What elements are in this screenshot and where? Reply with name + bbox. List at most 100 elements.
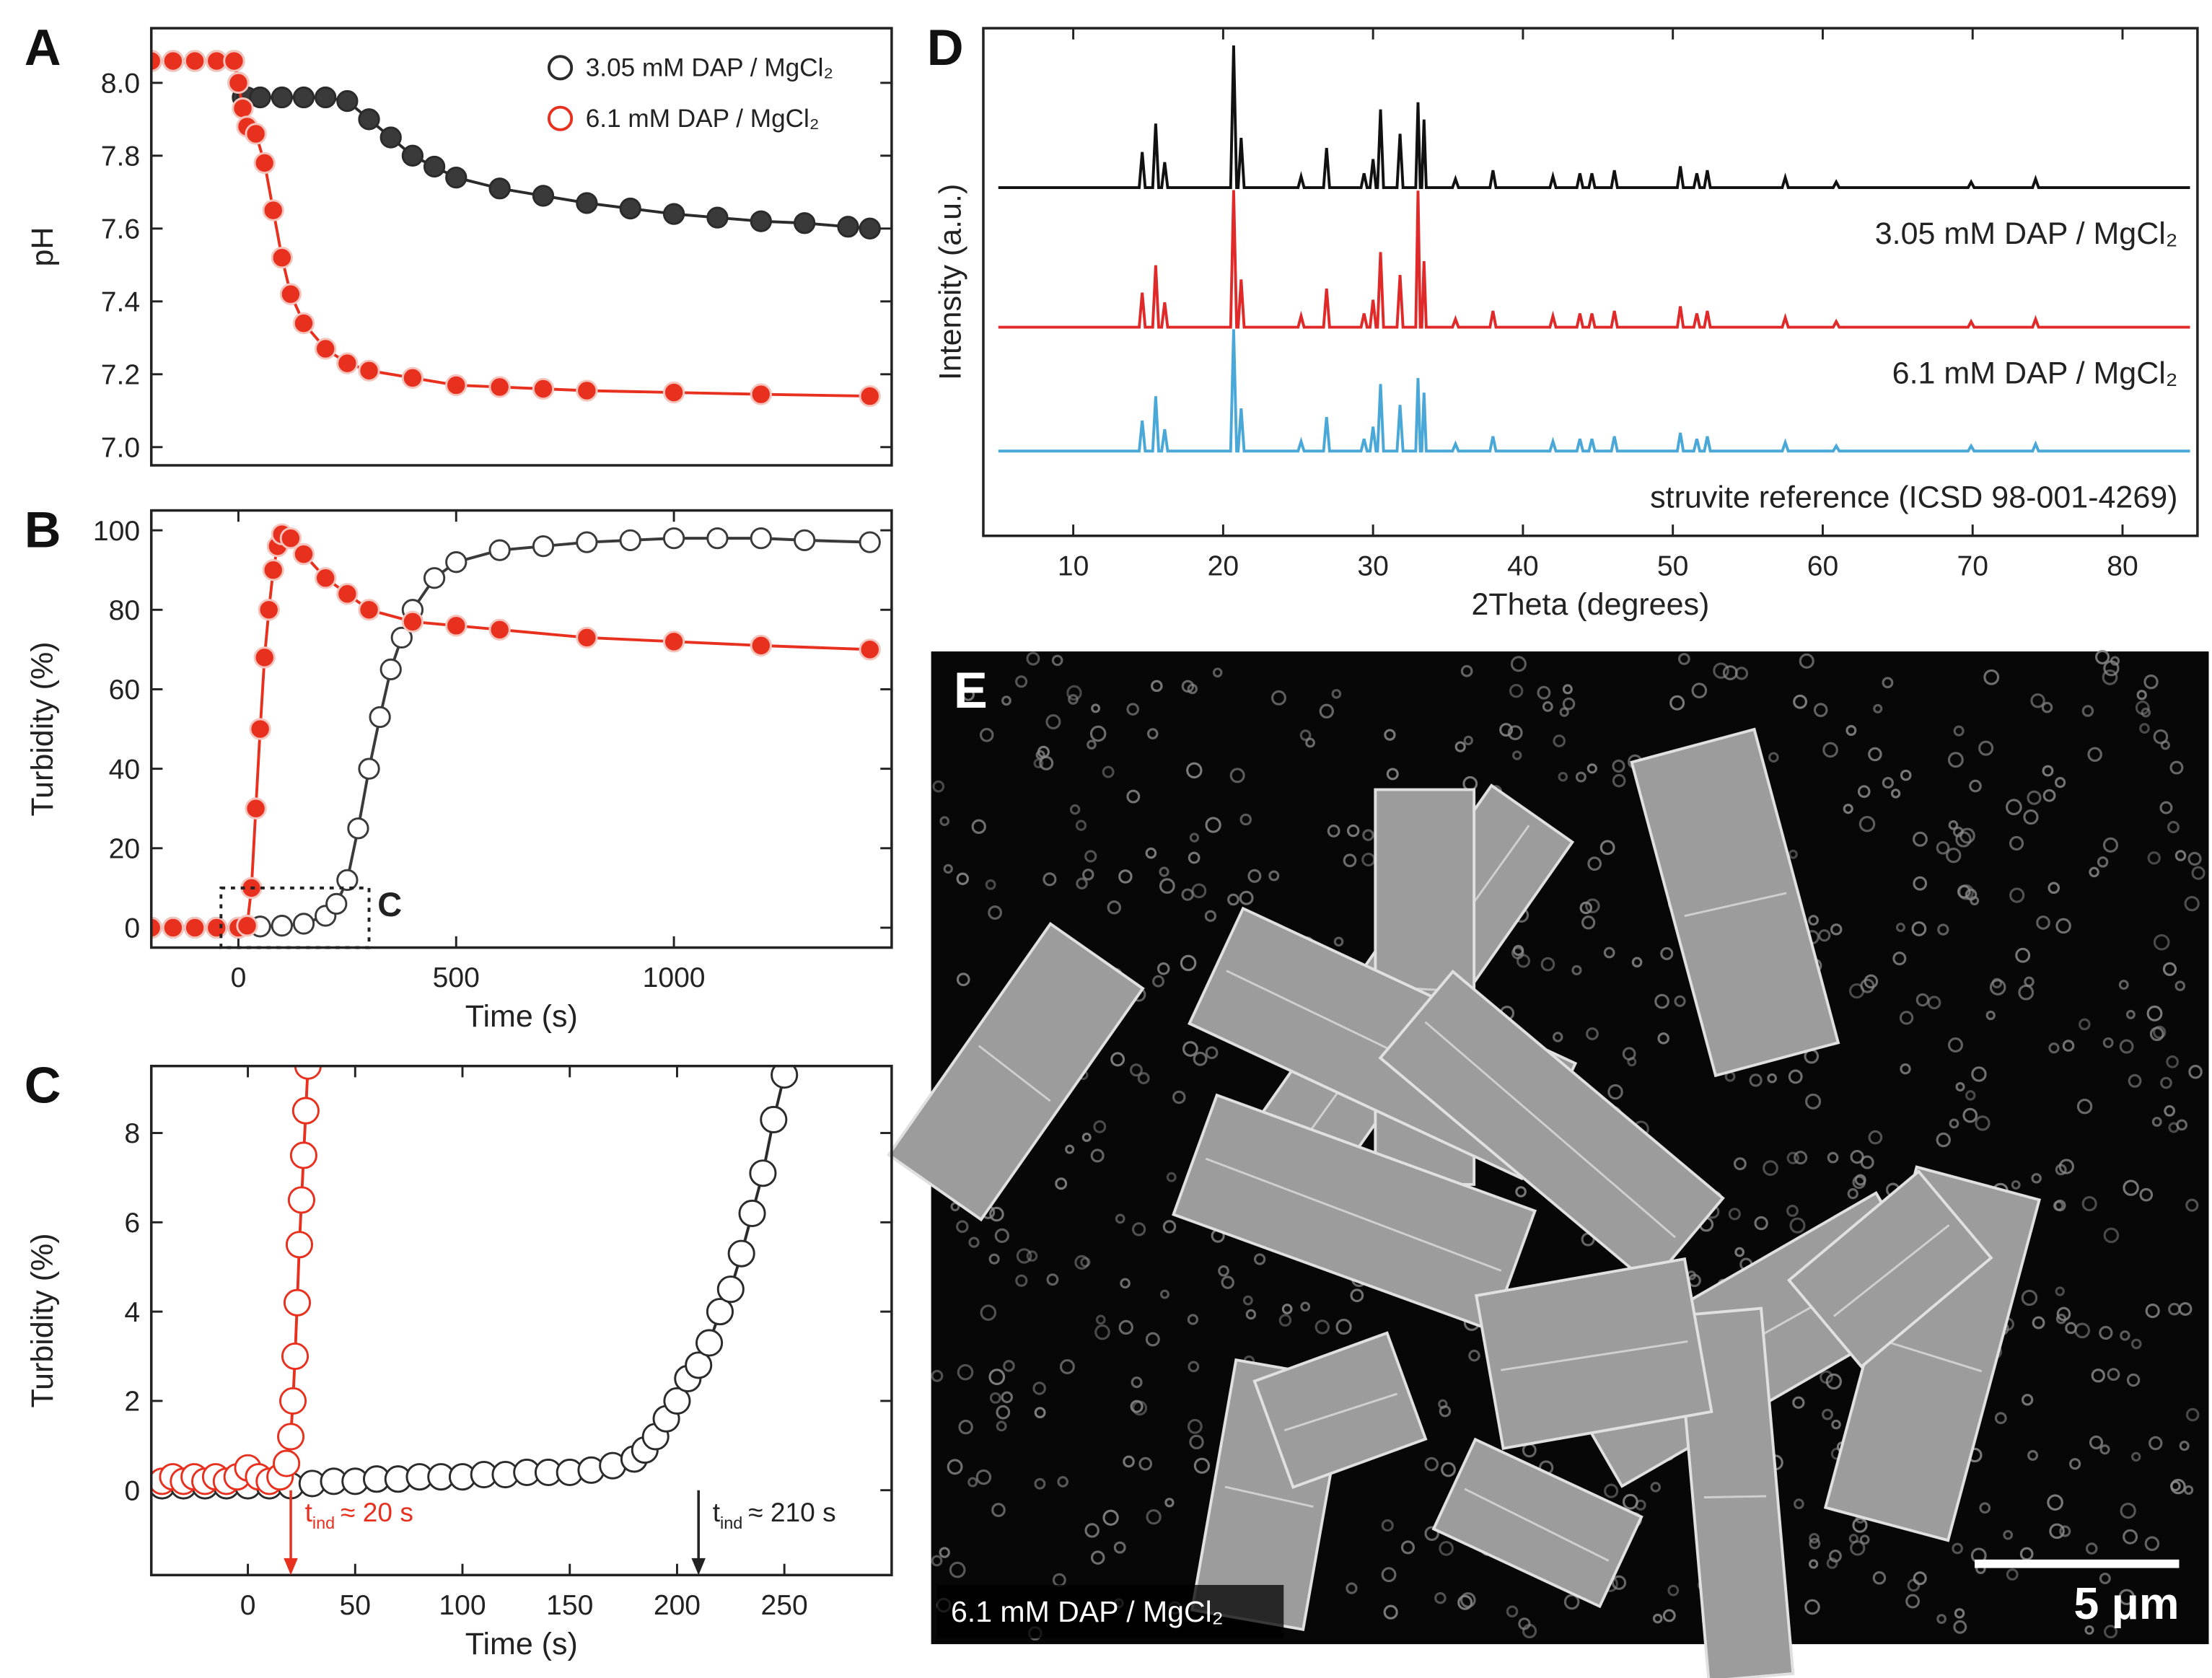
marker bbox=[249, 86, 271, 109]
particle bbox=[1809, 1533, 1820, 1544]
crystal-edge bbox=[1501, 1340, 1688, 1371]
marker bbox=[401, 144, 424, 167]
y-tick-label: 100 bbox=[93, 516, 140, 547]
marker bbox=[750, 210, 772, 232]
marker bbox=[315, 338, 337, 360]
particle bbox=[1586, 763, 1597, 774]
x-tick-label: 150 bbox=[546, 1590, 593, 1621]
marker bbox=[183, 916, 206, 939]
particle bbox=[1677, 653, 1690, 665]
particle bbox=[1900, 1063, 1911, 1075]
particle bbox=[1095, 1314, 1106, 1325]
particle bbox=[950, 1202, 960, 1212]
particle bbox=[1667, 1584, 1680, 1596]
marker bbox=[749, 1159, 777, 1187]
marker bbox=[662, 381, 685, 404]
marker bbox=[183, 50, 206, 72]
particle bbox=[1825, 1373, 1842, 1390]
marker bbox=[423, 567, 446, 589]
marker bbox=[794, 529, 816, 552]
y-axis-title: Turbidity (%) bbox=[25, 641, 60, 816]
induction-label: tind ≈ 20 s bbox=[305, 1497, 413, 1532]
particle bbox=[1087, 739, 1097, 750]
particle bbox=[1599, 840, 1615, 856]
particle bbox=[2048, 882, 2060, 895]
particle bbox=[931, 1555, 943, 1567]
particle bbox=[2099, 1444, 2110, 1455]
particle bbox=[1132, 1400, 1148, 1416]
particle bbox=[2062, 1040, 2075, 1052]
series-label: 6.1 mM DAP / MgCl₂ bbox=[1892, 356, 2178, 391]
particle bbox=[1102, 1509, 1119, 1526]
particle bbox=[1115, 1213, 1125, 1224]
particle bbox=[957, 1363, 974, 1381]
particle bbox=[1035, 750, 1045, 760]
marker bbox=[685, 1351, 713, 1379]
plot-area bbox=[998, 45, 2190, 453]
particle bbox=[1818, 929, 1831, 942]
particle bbox=[1872, 1571, 1887, 1585]
particle bbox=[1915, 993, 1930, 1007]
marker bbox=[379, 658, 402, 681]
particle bbox=[2053, 1200, 2064, 1211]
particle bbox=[989, 1392, 1001, 1404]
marker bbox=[423, 155, 446, 178]
particle bbox=[1045, 714, 1061, 730]
particle bbox=[2160, 1076, 2172, 1089]
particle bbox=[958, 1419, 973, 1435]
particle bbox=[1239, 890, 1254, 905]
particle bbox=[1953, 725, 1965, 737]
particle bbox=[1081, 1132, 1092, 1142]
particle bbox=[1850, 1150, 1864, 1164]
particle bbox=[2091, 1369, 2105, 1383]
particle bbox=[1123, 1455, 1135, 1468]
marker bbox=[532, 185, 555, 207]
particle bbox=[1091, 703, 1101, 713]
particle bbox=[1813, 703, 1828, 717]
plot-frame bbox=[149, 1064, 893, 1577]
marker bbox=[336, 352, 359, 374]
particle bbox=[1850, 1540, 1866, 1556]
particle bbox=[2027, 1449, 2039, 1461]
plot-frame bbox=[149, 27, 893, 467]
particle bbox=[1849, 983, 1865, 999]
marker bbox=[151, 50, 162, 72]
particle bbox=[1080, 1257, 1091, 1268]
particle bbox=[1346, 1582, 1358, 1594]
chart: ApH 7.0 7.2 7.4 7.6 7.8 8.0 3.05 mM DAP / MgCl₂… bbox=[25, 19, 893, 467]
particle bbox=[1873, 703, 1883, 713]
marker bbox=[576, 626, 598, 649]
particle bbox=[1066, 685, 1082, 701]
particle bbox=[1189, 1434, 1204, 1450]
particle bbox=[1788, 1069, 1803, 1084]
marker bbox=[760, 1105, 788, 1134]
particle bbox=[1271, 690, 1286, 706]
particle bbox=[1094, 1324, 1110, 1340]
particle bbox=[1319, 703, 1334, 719]
particle bbox=[1913, 831, 1928, 847]
particle bbox=[1205, 817, 1221, 833]
particle bbox=[1120, 1278, 1131, 1289]
particle bbox=[2162, 962, 2177, 976]
particle bbox=[1245, 1309, 1257, 1320]
marker bbox=[771, 1066, 799, 1089]
particle bbox=[1137, 1072, 1150, 1084]
particle bbox=[1859, 1534, 1870, 1545]
particle bbox=[2058, 1159, 2074, 1174]
particle bbox=[1652, 1613, 1663, 1624]
crystal-edge bbox=[1833, 1224, 1950, 1317]
particle bbox=[1913, 876, 1928, 891]
particle bbox=[1936, 1614, 1947, 1625]
particle bbox=[2123, 1180, 2139, 1196]
particle bbox=[956, 872, 969, 885]
marker bbox=[837, 216, 859, 238]
particle bbox=[1051, 654, 1063, 667]
marker bbox=[750, 527, 772, 550]
marker bbox=[292, 86, 315, 109]
particle bbox=[2147, 851, 2161, 865]
legend-label: 3.05 mM DAP / MgCl₂ bbox=[586, 54, 833, 82]
particle bbox=[1571, 965, 1582, 975]
particle bbox=[1558, 771, 1568, 782]
particle bbox=[1327, 824, 1340, 838]
marker bbox=[162, 916, 185, 939]
